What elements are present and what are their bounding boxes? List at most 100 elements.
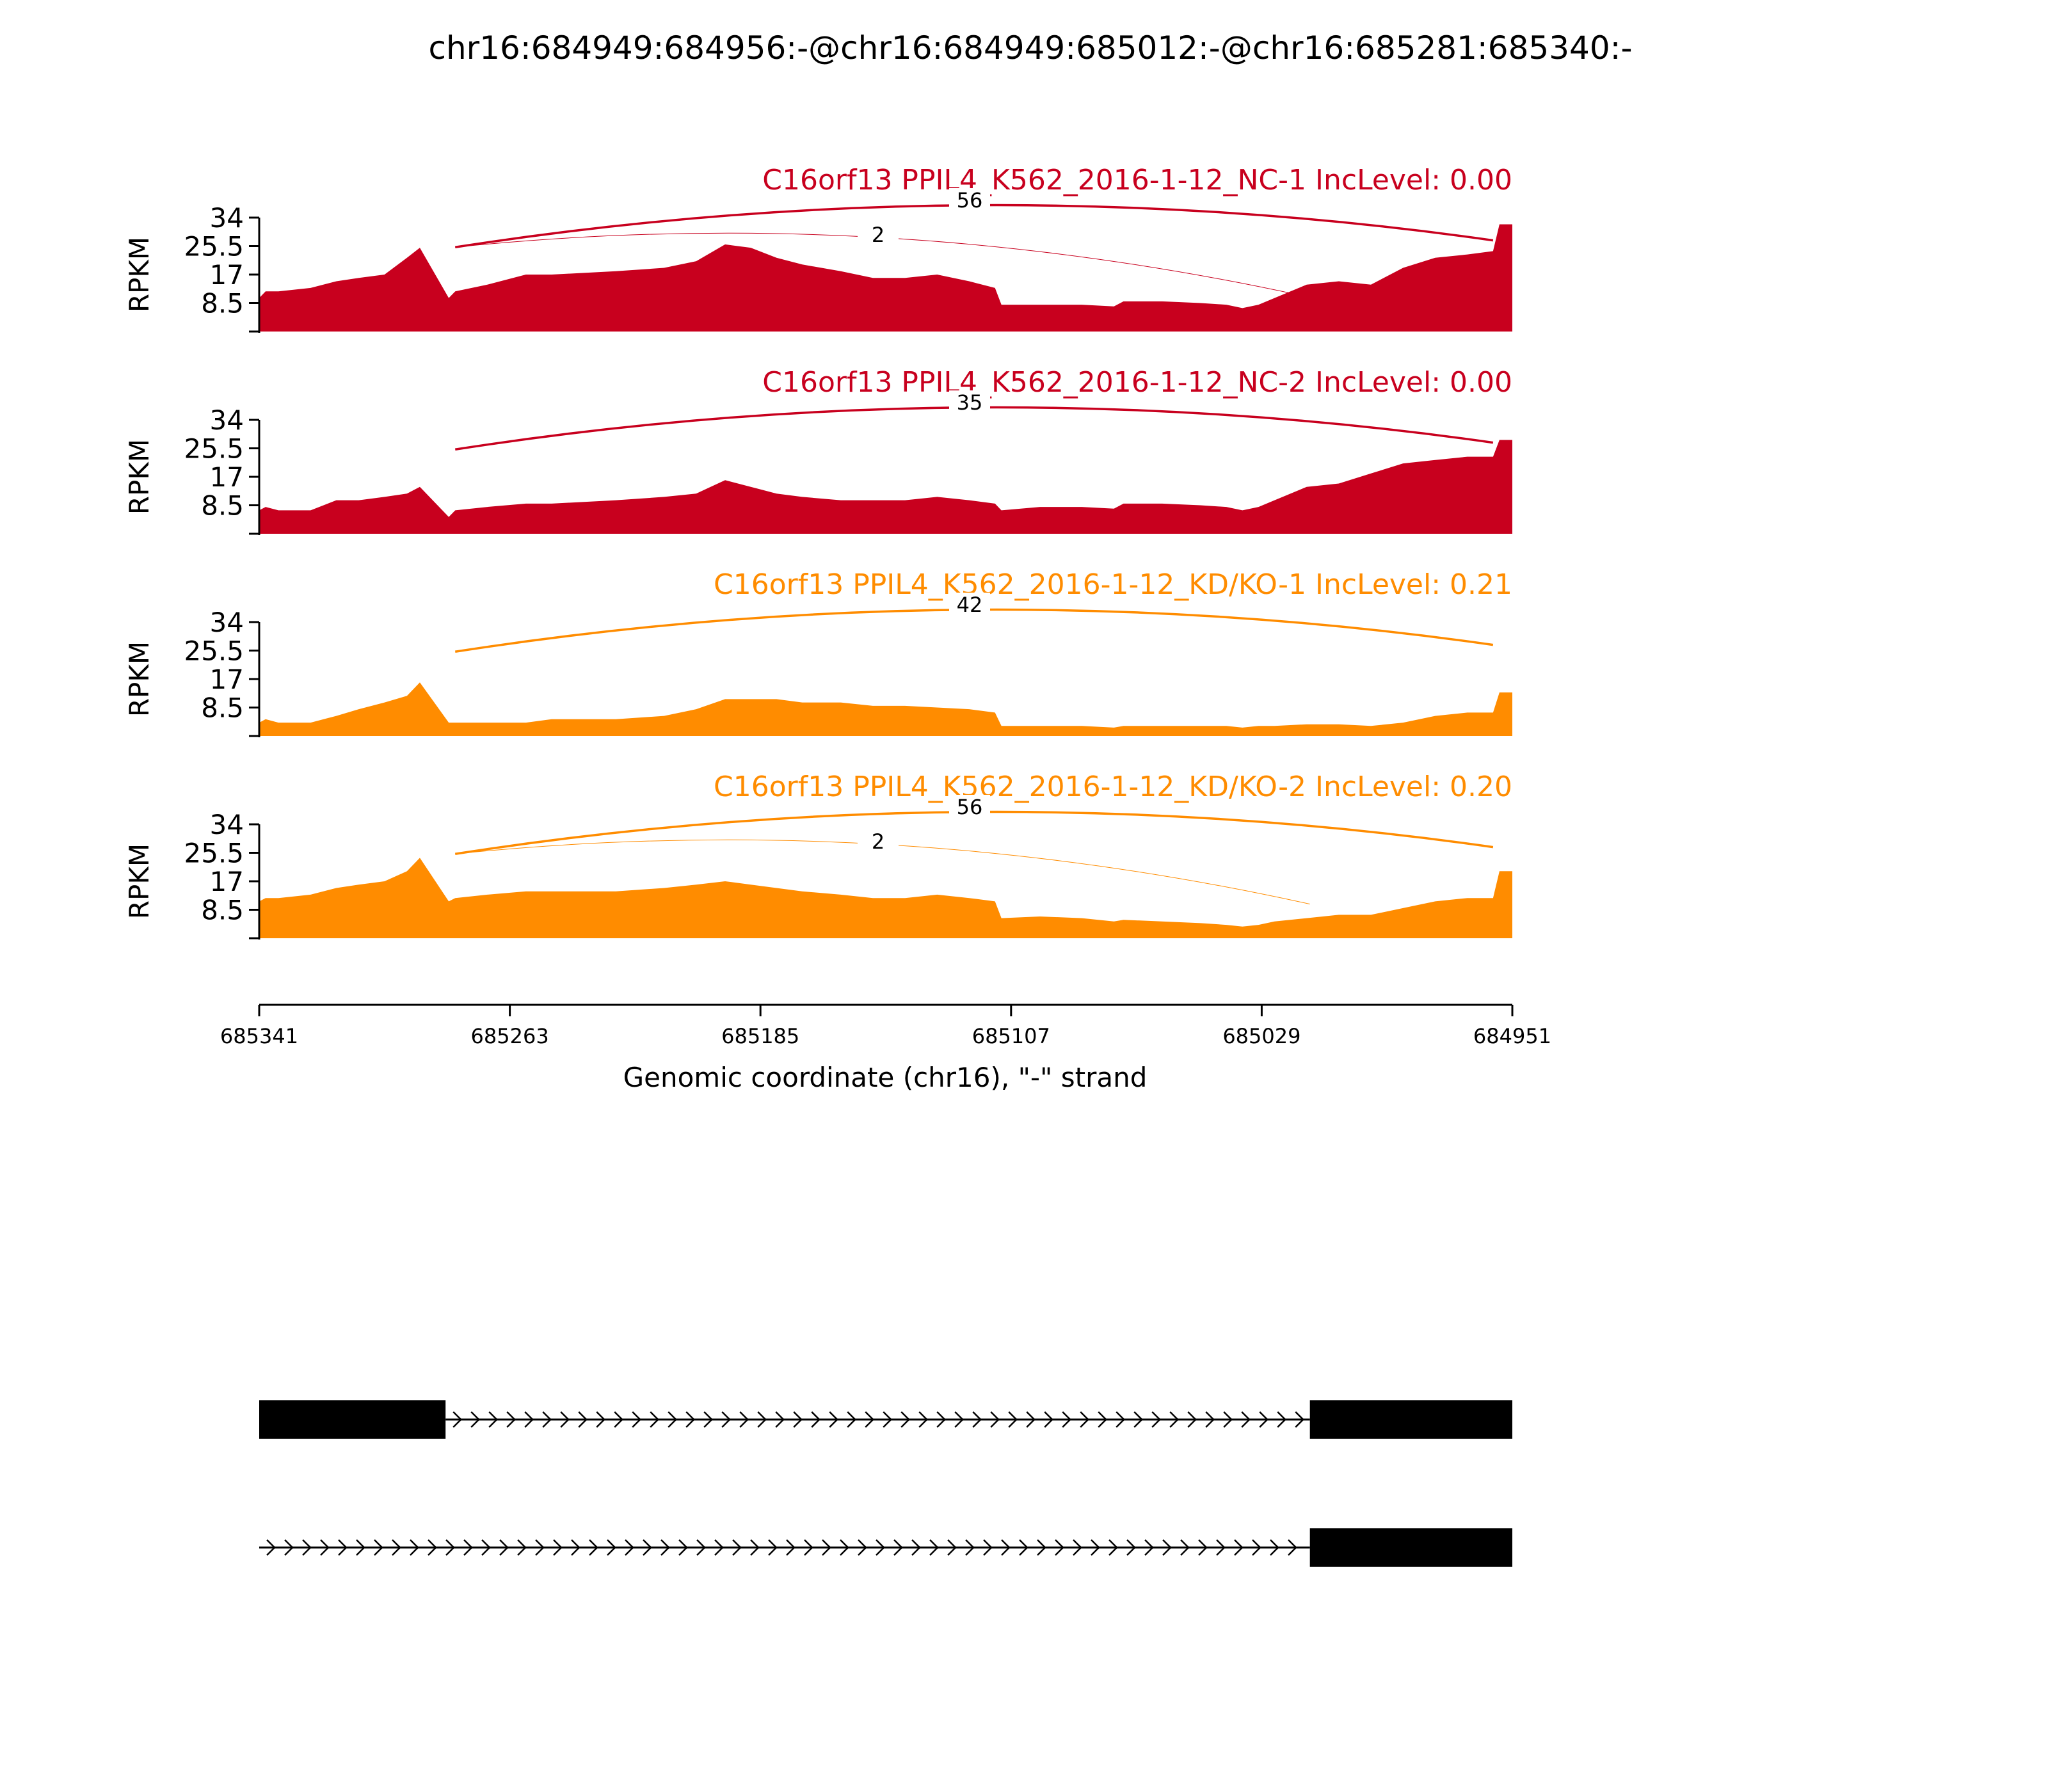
- y-tick-label: 17: [210, 664, 244, 695]
- strand-arrow: [1180, 1539, 1190, 1556]
- y-tick-label: 34: [210, 809, 244, 840]
- y-tick-label: 25.5: [184, 838, 244, 869]
- x-axis-ticks: 685341 685263 685185 685107 685029 684951: [220, 1005, 1551, 1048]
- strand-arrow: [1295, 1411, 1304, 1428]
- strand-arrow: [1144, 1539, 1154, 1556]
- strand-arrow: [947, 1539, 957, 1556]
- strand-arrow: [1234, 1539, 1244, 1556]
- strand-arrow: [811, 1411, 820, 1428]
- strand-arrow: [1055, 1539, 1064, 1556]
- junction-count: 2: [872, 829, 884, 854]
- strand-arrow: [1073, 1539, 1082, 1556]
- junction-count: 42: [957, 593, 983, 617]
- strand-arrow: [775, 1411, 785, 1428]
- strand-arrow: [428, 1539, 437, 1556]
- x-tick-label: 685029: [1222, 1024, 1300, 1048]
- strand-arrow: [685, 1411, 695, 1428]
- strand-arrow: [1252, 1539, 1261, 1556]
- y-tick-label: 17: [210, 259, 244, 291]
- strand-arrow: [954, 1411, 964, 1428]
- strand-arrow: [1288, 1539, 1297, 1556]
- chart-title: chr16:684949:684956:-@chr16:684949:68501…: [428, 29, 1632, 67]
- strand-arrow: [320, 1539, 330, 1556]
- strand-arrow: [900, 1411, 910, 1428]
- strand-arrow: [829, 1411, 838, 1428]
- track-label: C16orf13 PPIL4_K562_2016-1-12_KD/KO-1 In…: [714, 568, 1512, 601]
- track-label: C16orf13 PPIL4_K562_2016-1-12_NC-1 IncLe…: [762, 164, 1512, 196]
- strand-arrow: [614, 1411, 623, 1428]
- strand-arrow: [918, 1411, 928, 1428]
- strand-arrow: [660, 1539, 670, 1556]
- strand-arrow: [757, 1411, 767, 1428]
- strand-arrow: [714, 1539, 724, 1556]
- strand-arrow: [625, 1539, 634, 1556]
- strand-arrow: [865, 1411, 874, 1428]
- strand-arrow: [481, 1539, 491, 1556]
- strand-arrow: [1216, 1539, 1226, 1556]
- x-tick-label: 685107: [972, 1024, 1050, 1048]
- strand-arrow: [542, 1411, 552, 1428]
- strand-arrow: [1108, 1539, 1118, 1556]
- strand-arrow: [1019, 1539, 1028, 1556]
- y-tick-label: 34: [210, 202, 244, 234]
- strand-arrow: [1162, 1539, 1172, 1556]
- strand-arrow: [445, 1539, 455, 1556]
- strand-arrow: [678, 1539, 688, 1556]
- y-tick-label: 8.5: [201, 490, 244, 522]
- strand-arrow: [972, 1411, 982, 1428]
- strand-arrow: [1080, 1411, 1089, 1428]
- strand-arrow: [1037, 1539, 1046, 1556]
- strand-arrow: [936, 1411, 946, 1428]
- strand-arrow: [589, 1539, 598, 1556]
- strand-arrow: [1091, 1539, 1100, 1556]
- strand-arrow: [1169, 1411, 1179, 1428]
- y-tick-label: 25.5: [184, 636, 244, 667]
- strand-arrow: [1026, 1411, 1036, 1428]
- strand-arrow: [284, 1539, 294, 1556]
- strand-arrow: [739, 1411, 749, 1428]
- junction-count-bg: [949, 188, 990, 211]
- strand-arrow: [463, 1539, 473, 1556]
- strand-arrow: [1008, 1411, 1018, 1428]
- junction-count: 56: [957, 795, 983, 819]
- strand-arrow: [517, 1539, 527, 1556]
- strand-arrow: [1116, 1411, 1125, 1428]
- strand-arrow: [721, 1411, 731, 1428]
- strand-arrow: [571, 1539, 580, 1556]
- strand-arrow: [847, 1411, 856, 1428]
- strand-arrow: [911, 1539, 921, 1556]
- junction-count-bg: [949, 795, 990, 818]
- strand-arrow: [1098, 1411, 1107, 1428]
- strand-arrow: [1198, 1539, 1208, 1556]
- strand-arrow: [470, 1411, 480, 1428]
- y-tick-label: 34: [210, 607, 244, 638]
- strand-arrow: [488, 1411, 498, 1428]
- strand-arrow: [983, 1539, 993, 1556]
- strand-arrow: [1062, 1411, 1071, 1428]
- y-axis-label: RPKM: [124, 641, 155, 717]
- strand-arrow: [883, 1411, 892, 1428]
- strand-arrow: [452, 1411, 462, 1428]
- strand-arrow: [929, 1539, 939, 1556]
- strand-arrow: [1223, 1411, 1233, 1428]
- strand-arrow: [668, 1411, 677, 1428]
- strand-arrow: [786, 1539, 796, 1556]
- x-axis-label: Genomic coordinate (chr16), "-" strand: [623, 1062, 1148, 1093]
- strand-arrow: [338, 1539, 348, 1556]
- coverage-area: [259, 440, 1512, 534]
- strand-arrow: [750, 1539, 760, 1556]
- strand-arrow: [1126, 1539, 1136, 1556]
- strand-arrow: [1277, 1411, 1286, 1428]
- track-label: C16orf13 PPIL4_K562_2016-1-12_NC-2 IncLe…: [762, 366, 1512, 399]
- strand-arrow: [578, 1411, 588, 1428]
- strand-arrow: [535, 1539, 545, 1556]
- y-tick-label: 8.5: [201, 692, 244, 724]
- strand-arrow: [1205, 1411, 1215, 1428]
- junction-count-bg: [858, 223, 899, 246]
- strand-arrow: [768, 1539, 778, 1556]
- strand-arrow: [732, 1539, 742, 1556]
- strand-arrow: [356, 1539, 365, 1556]
